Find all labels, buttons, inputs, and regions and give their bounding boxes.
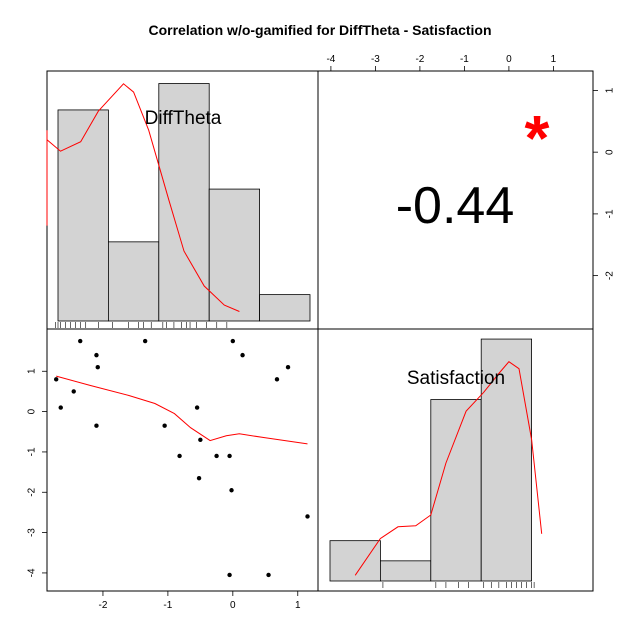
scatter-point-13	[214, 453, 219, 459]
satisfaction-density-line	[354, 361, 543, 576]
scatter-point-11	[198, 437, 203, 443]
diff-theta-bar-0	[57, 109, 109, 322]
y-axis-left-tick-label-4: 0	[27, 408, 38, 414]
y-axis-right-tick-label-2: 0	[605, 149, 616, 155]
scatter-point-9	[177, 453, 182, 459]
satisfaction-rug	[382, 582, 535, 588]
scatter-point-15	[229, 488, 234, 493]
scatter-point-10	[194, 405, 200, 410]
x-axis-bottom-tick-label-3: 1	[295, 600, 301, 611]
scatter-point-1	[58, 405, 63, 410]
y-axis-left-tick-label-0: -4	[27, 568, 38, 577]
chart-title: Correlation w/o-gamified for DiffTheta -…	[148, 22, 491, 38]
scatter-point-16	[227, 572, 232, 578]
satisfaction-bar-3	[480, 338, 533, 582]
scatter-point-0	[53, 377, 59, 382]
x-axis-bottom-tick-label-0: -2	[98, 600, 107, 611]
x-axis-top-tick-label-0: -4	[326, 54, 335, 65]
x-axis-bottom-tick-label-1: -1	[163, 600, 172, 611]
y-axis-right-tick-label-0: -2	[605, 271, 616, 280]
y-axis-left-tick-label-2: -2	[27, 487, 38, 496]
diff-theta-histogram-bars	[57, 83, 311, 322]
x-axis-top-tick-label-3: -1	[460, 54, 469, 65]
x-axis-bottom: -2 -1 0 1	[98, 590, 301, 611]
panel-scatter	[46, 328, 319, 592]
variable-label-diff-theta: DiffTheta	[145, 108, 222, 129]
x-axis-top-tick-label-2: -2	[415, 54, 424, 65]
x-axis-bottom-tick-label-2: 0	[230, 600, 236, 611]
scatter-point-5	[95, 365, 100, 370]
scatter-point-14	[227, 453, 232, 459]
diff-theta-rug	[55, 322, 228, 328]
x-axis-top-tick-label-4: 0	[506, 54, 512, 65]
significance-star: *	[525, 102, 550, 174]
scatter-point-22	[305, 514, 310, 519]
y-axis-left: -4 -3 -2 -1 0 1	[27, 368, 48, 577]
x-axis-top: -4 -3 -2 -1 0 1	[326, 54, 557, 72]
diff-theta-bar-3	[208, 188, 260, 322]
satisfaction-bar-2	[430, 399, 482, 582]
scatter-points	[53, 338, 310, 578]
y-axis-left-tick-label-1: -3	[27, 528, 38, 537]
x-axis-top-tick-label-1: -3	[371, 54, 380, 65]
y-axis-right-tick-label-1: -1	[605, 209, 616, 218]
scatter-point-18	[240, 352, 245, 358]
scatter-point-21	[285, 365, 291, 370]
scatter-point-20	[274, 377, 280, 382]
y-axis-right-tick-label-3: 1	[605, 87, 616, 93]
scatter-point-8	[162, 423, 167, 428]
satisfaction-bar-1	[379, 560, 432, 582]
diff-theta-bar-4	[259, 294, 311, 322]
x-axis-top-tick-label-5: 1	[551, 54, 557, 65]
scatter-point-7	[142, 338, 148, 344]
scatter-point-12	[196, 475, 202, 481]
scatter-point-4	[94, 352, 99, 358]
satisfaction-bar-0	[329, 540, 381, 582]
loess-smooth-line	[56, 375, 308, 445]
diff-theta-bar-2	[158, 83, 210, 322]
scatter-point-3	[78, 338, 83, 344]
scatter-point-2	[71, 389, 76, 394]
correlation-value: -0.44	[396, 177, 515, 235]
scatter-point-19	[266, 572, 271, 578]
y-axis-right: -2 -1 0 1	[592, 87, 616, 280]
variable-label-satisfaction: Satisfaction	[407, 368, 505, 389]
panel-satisfaction-histogram	[317, 328, 594, 592]
scatter-point-17	[230, 338, 236, 344]
diff-theta-bar-1	[108, 241, 160, 322]
scatter-point-6	[94, 423, 99, 428]
diff-theta-density-line	[46, 83, 240, 312]
y-axis-left-tick-label-3: -1	[27, 447, 38, 456]
y-axis-left-tick-label-5: 1	[27, 368, 38, 374]
satisfaction-histogram-bars	[329, 338, 533, 582]
